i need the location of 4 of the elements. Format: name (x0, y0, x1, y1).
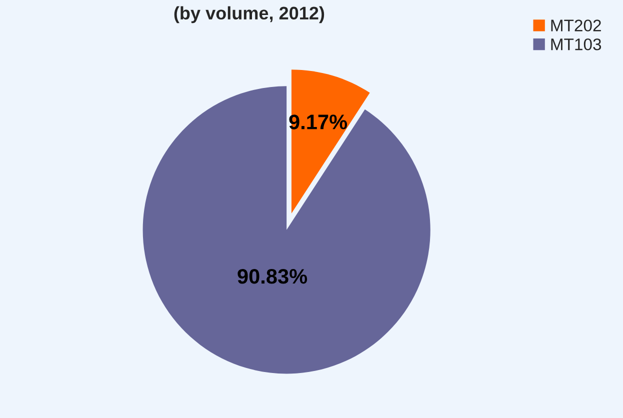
legend-label: MT202 (551, 20, 601, 32)
data-label: 90.83% (238, 268, 308, 284)
legend-label: MT103 (551, 38, 602, 50)
chart-title: (by volume, 2012) (174, 6, 324, 24)
